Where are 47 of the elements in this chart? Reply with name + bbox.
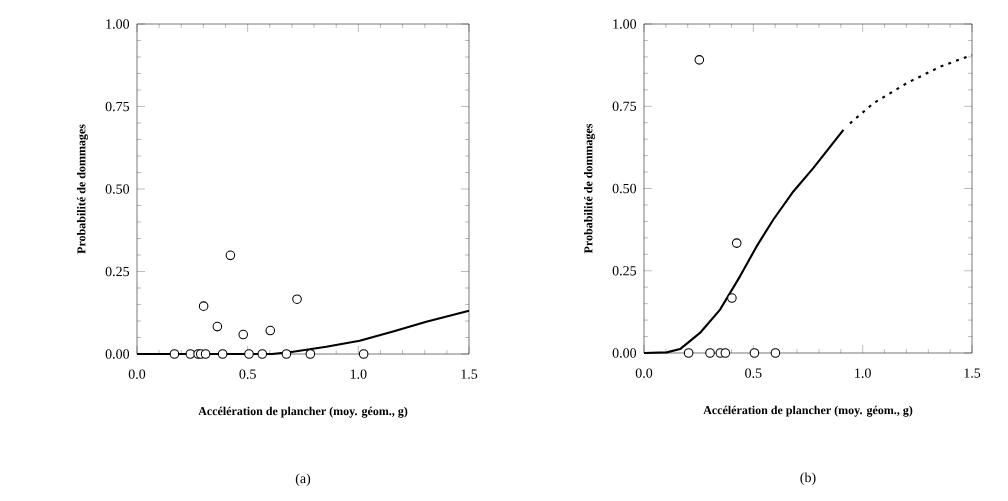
x-tick-label: 1.0 [350,369,367,379]
y-tick-label: 0.75 [612,101,637,111]
point [244,349,254,359]
point [749,348,760,358]
y-axis-title: Probabilité de dommages [583,123,595,254]
y-tick-label: 0.50 [612,183,637,194]
x-tick-label: 1.0 [855,368,871,378]
point [217,349,228,359]
y-tick-label: 1.00 [106,19,130,29]
x-axis-title: Accélération de plancher (moy. géom., g) [703,405,913,417]
point [731,238,742,248]
y-tick-label: 0.50 [105,184,130,194]
point [705,348,715,358]
x-tick-label: 0.0 [128,369,146,379]
point [257,349,268,359]
point [727,293,737,303]
y-tick-label: 0.00 [105,349,130,359]
x-axis-title: Accélération de plancher (moy. géom., g) [198,406,408,418]
x-tick-label: 1.5 [461,369,478,379]
point [198,301,209,311]
y-tick-label: 0.00 [612,348,637,358]
point [281,349,292,359]
point [225,250,236,261]
y-tick-label: 0.75 [105,101,130,112]
text: (a) [295,473,311,487]
text: (b) [800,472,816,486]
y-tick-label: 1.00 [613,19,637,29]
x-tick-label: 1.5 [964,368,981,378]
point [265,325,276,336]
x-tick-label: 0.5 [239,369,256,379]
point [212,321,223,332]
point [305,349,316,359]
point [238,329,249,340]
x-tick-label: 0.0 [635,368,653,378]
point [683,348,694,358]
point [720,348,731,358]
point [694,55,705,65]
x-tick-label: 0.5 [745,368,762,378]
point [358,349,369,359]
y-tick-label: 0.25 [105,266,130,277]
point [169,349,180,359]
point [185,349,196,359]
point [770,348,781,358]
point [292,294,302,305]
y-axis-title: Probabilité de dommages [76,124,88,254]
point [200,349,211,359]
y-tick-label: 0.25 [612,266,637,276]
